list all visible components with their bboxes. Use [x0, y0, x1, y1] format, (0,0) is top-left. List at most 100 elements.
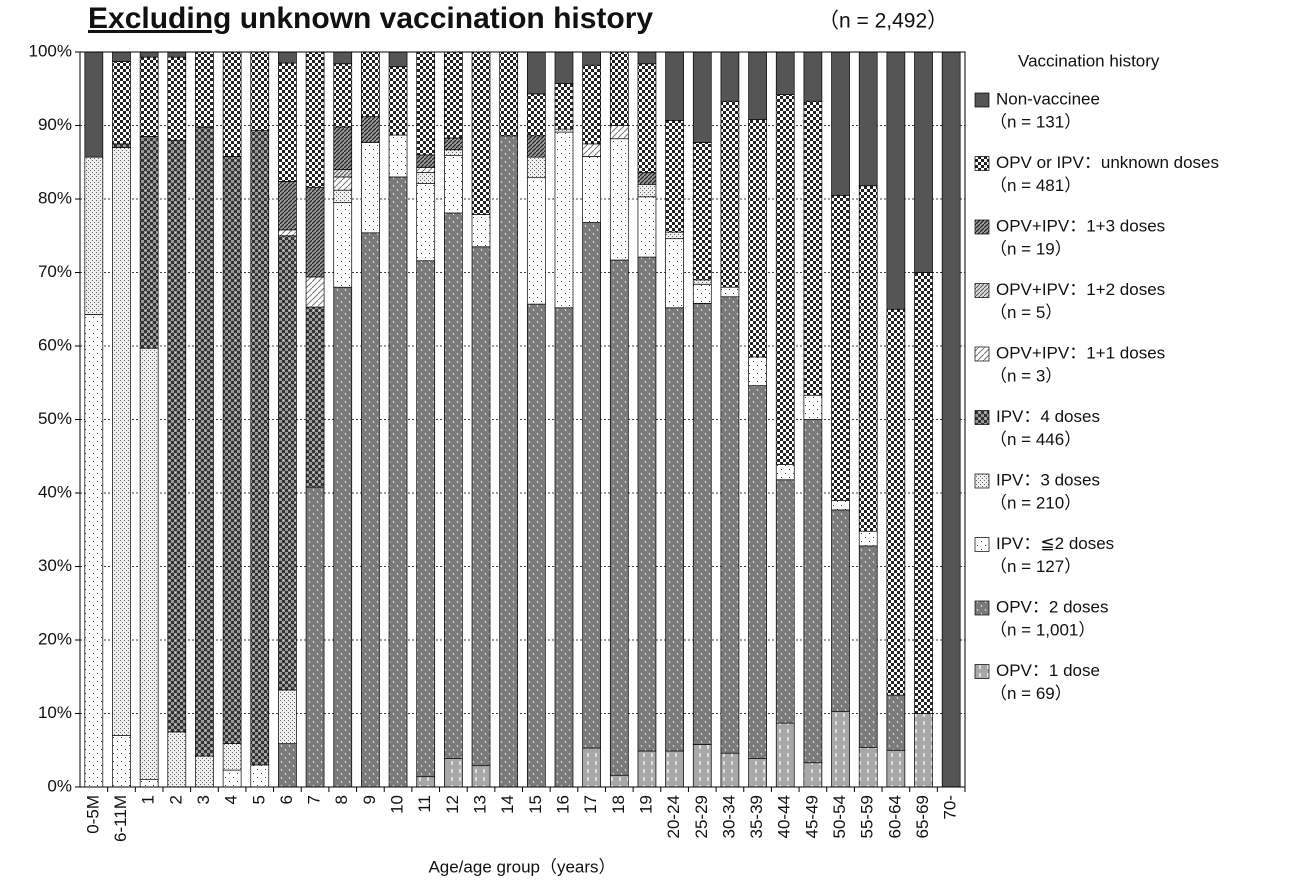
x-tick-label: 65-69 [913, 795, 932, 838]
bar-segment [665, 238, 684, 309]
x-tick-label: 35-39 [747, 795, 766, 838]
x-tick-label: 13 [471, 795, 490, 814]
x-tick-label: 11 [415, 795, 434, 813]
bar-segment [112, 143, 131, 148]
bar-segment [692, 303, 712, 745]
bar-segment [554, 83, 574, 130]
legend-count: （n = 3） [990, 366, 1062, 385]
bar-segment [278, 62, 297, 182]
x-tick-label: 6 [277, 795, 296, 804]
bar-segment [637, 196, 657, 258]
bar-segment [416, 776, 436, 788]
bar-segment [775, 51, 795, 95]
bar-segment [222, 156, 242, 744]
bar-segment [526, 303, 546, 788]
bar-segment [914, 272, 933, 714]
chart-title: Excluding unknown vaccination history [88, 2, 653, 35]
y-tick-label: 60% [38, 335, 72, 354]
legend-count: （n = 19） [990, 239, 1072, 258]
bar-segment [637, 183, 657, 198]
x-tick-label: 4 [222, 795, 241, 804]
x-tick-label: 18 [609, 795, 628, 814]
legend-swatch [974, 473, 990, 489]
legend-label: OPV+IPV：1+2 doses [996, 280, 1165, 299]
legend-count: （n = 5） [990, 303, 1062, 322]
bar-segment [692, 283, 712, 304]
legend-swatch [974, 92, 990, 108]
bar-segment [858, 51, 878, 187]
bar-segment [416, 154, 436, 168]
x-tick-label: 6-11M [111, 795, 130, 842]
bar-segment [858, 530, 878, 547]
x-tick-label: 1 [139, 795, 158, 804]
bar-segment [886, 749, 906, 788]
bar-segment [526, 51, 546, 95]
bar-segment [139, 136, 159, 349]
bar-segment [416, 260, 436, 778]
bar-segment [803, 394, 823, 420]
x-tick-label: 2 [166, 795, 185, 804]
y-tick-label: 20% [38, 629, 72, 648]
subtitle: （n = 2,492） [818, 10, 948, 33]
bar-segment [748, 51, 767, 120]
bar-segment [803, 51, 823, 102]
x-tick-label: 30-34 [719, 795, 738, 838]
x-tick-label: 60-64 [885, 795, 904, 838]
legend-swatch [974, 346, 990, 362]
y-tick-label: 30% [38, 556, 72, 575]
x-axis-label: Age/age group（years） [428, 857, 615, 876]
bar-segment [886, 694, 906, 751]
bar-segment [775, 463, 795, 481]
bar-segment [582, 51, 601, 66]
bar-segment [803, 762, 823, 788]
legend-label: IPV：3 doses [996, 470, 1100, 489]
bar-segment [748, 385, 767, 759]
x-tick-label: 5 [249, 795, 268, 804]
y-tick-label: 0% [47, 776, 72, 795]
bar-segment [665, 231, 684, 240]
bar-segment [112, 51, 131, 62]
bar-segment [637, 51, 657, 65]
legend-swatch [974, 664, 990, 679]
bar-segment [554, 51, 574, 84]
bar-segment [361, 232, 380, 788]
bar-segment [222, 51, 242, 157]
bar-segment [803, 100, 823, 396]
bar-segment [665, 307, 684, 752]
x-tick-label: 50-54 [830, 795, 849, 838]
bar-segment [167, 731, 187, 788]
bar-segment [416, 172, 436, 184]
y-tick-label: 40% [38, 482, 72, 501]
title-rest: unknown vaccination history [240, 2, 654, 35]
bar-segment [139, 51, 159, 58]
bar-segment [914, 51, 933, 273]
y-tick-label: 50% [38, 409, 72, 428]
bar-segment [444, 149, 463, 156]
bar-segment [471, 51, 491, 215]
x-tick-label: 10 [388, 795, 407, 814]
y-tick-label: 90% [38, 115, 72, 134]
bar-segment [361, 51, 380, 118]
bar-segment [831, 710, 850, 788]
bar-segment [333, 286, 353, 788]
bar-segment [112, 147, 131, 736]
bar-segment [444, 155, 463, 214]
bar-segment [305, 306, 325, 488]
bar-segment [278, 181, 297, 231]
bar-segment [831, 509, 850, 712]
bar-segment [831, 194, 850, 501]
x-tick-label: 40-44 [775, 795, 794, 838]
bar-segment [278, 51, 297, 64]
x-tick-label: 16 [553, 795, 572, 814]
legend-swatch [974, 283, 990, 298]
x-tick-label: 8 [332, 795, 351, 804]
bar-segment [803, 419, 823, 764]
bar-segment [305, 186, 325, 278]
bar-segment [222, 769, 242, 788]
bar-segment [84, 314, 104, 788]
bar-segment [278, 229, 297, 237]
title-emphasis: Excluding [88, 2, 231, 35]
bar-segment [361, 116, 380, 143]
legend-label: OPV+IPV：1+3 doses [996, 216, 1165, 235]
